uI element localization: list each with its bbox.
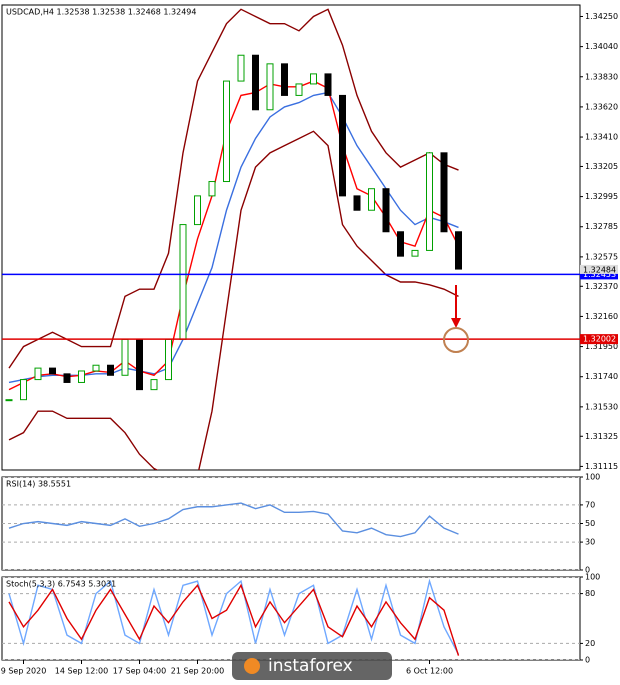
candle xyxy=(107,364,114,376)
candle xyxy=(339,94,346,197)
candle xyxy=(34,367,42,381)
y-tick-label: 1.32370 xyxy=(585,282,618,291)
candle xyxy=(208,181,216,197)
y-tick-label: 1.34040 xyxy=(585,42,618,51)
candle xyxy=(281,63,288,96)
y-tick-label: 1.31325 xyxy=(585,432,618,441)
candle xyxy=(49,367,56,375)
pane-title: Stoch(5,3,3) 6.7543 5.3031 xyxy=(6,580,116,589)
pane-title: USDCAD,H4 1.32538 1.32538 1.32468 1.3249… xyxy=(6,8,196,17)
candle xyxy=(266,63,274,111)
watermark-bg xyxy=(232,652,392,680)
candle xyxy=(324,73,332,96)
candle xyxy=(121,338,129,376)
candle xyxy=(20,379,27,401)
candle xyxy=(223,80,230,183)
x-tick-label: 6 Oct 12:00 xyxy=(406,667,453,676)
candle xyxy=(397,231,404,257)
main-pane xyxy=(1,4,581,471)
candle xyxy=(382,188,390,233)
arrow-head xyxy=(451,318,461,328)
y-tick-label: 1.31950 xyxy=(585,342,618,351)
candle xyxy=(310,73,317,85)
plot-area xyxy=(2,477,580,570)
candle xyxy=(78,370,85,383)
y-tick-label: 1.31530 xyxy=(585,402,618,411)
y-tick-label: 70 xyxy=(585,500,595,509)
annotation xyxy=(443,285,469,353)
watermark-text: instaforex xyxy=(268,656,353,676)
overlay-line xyxy=(8,8,459,369)
indicator-line xyxy=(8,583,460,656)
candle xyxy=(295,83,303,96)
y-tick-label: 80 xyxy=(585,589,595,598)
pane-title: RSI(14) 38.5551 xyxy=(6,480,71,489)
y-tick-label: 1.32575 xyxy=(585,252,618,261)
level-label-bg xyxy=(580,334,618,345)
x-tick-label: 9 Sep 2020 xyxy=(1,667,47,676)
candle xyxy=(5,399,13,402)
candle xyxy=(411,249,419,257)
y-tick-label: 0 xyxy=(585,566,590,575)
candle xyxy=(426,152,433,251)
y-tick-label: 20 xyxy=(585,639,595,648)
candle xyxy=(353,195,361,211)
level-label-bg xyxy=(580,269,618,280)
x-tick-label: 17 Sep 04:00 xyxy=(113,667,166,676)
candle xyxy=(136,338,143,391)
candle xyxy=(237,54,245,82)
price-marker-bg xyxy=(580,264,618,274)
y-tick-label: 1.32785 xyxy=(585,222,618,231)
candle xyxy=(179,224,187,340)
level-label: 1.32002 xyxy=(583,335,616,344)
y-tick-label: 30 xyxy=(585,538,595,547)
y-tick-label: 50 xyxy=(585,519,595,528)
overlay-line xyxy=(8,130,459,470)
candle xyxy=(194,195,201,226)
y-tick-label: 1.33830 xyxy=(585,72,618,81)
candle xyxy=(440,152,448,233)
y-tick-label: 100 xyxy=(585,473,600,482)
x-tick-label: 14 Sep 12:00 xyxy=(55,667,108,676)
watermark: instaforex xyxy=(232,652,392,680)
watermark-logo xyxy=(244,658,260,674)
y-tick-label: 1.33205 xyxy=(585,162,618,171)
candle xyxy=(455,231,462,270)
y-tick-label: 1.33410 xyxy=(585,133,618,142)
y-tick-label: 0 xyxy=(585,656,590,665)
level-label: 1.32453 xyxy=(583,270,616,279)
y-tick-label: 1.32160 xyxy=(585,312,618,321)
candle xyxy=(252,54,259,111)
y-tick-label: 1.34250 xyxy=(585,12,618,21)
plot-area xyxy=(2,577,580,660)
target-circle xyxy=(443,327,469,353)
candle xyxy=(165,338,172,381)
plot-area xyxy=(2,8,580,470)
y-tick-label: 100 xyxy=(585,573,600,582)
y-tick-label: 1.33620 xyxy=(585,102,618,111)
y-tick-label: 1.32995 xyxy=(585,192,618,201)
y-tick-label: 1.31740 xyxy=(585,372,618,381)
x-tick-label: 21 Sep 20:00 xyxy=(171,667,224,676)
candle xyxy=(368,188,375,211)
y-tick-label: 1.31115 xyxy=(585,462,618,471)
candle xyxy=(92,364,100,372)
price-marker-label: 1.32484 xyxy=(583,265,616,274)
candle xyxy=(150,379,158,391)
indicator-line xyxy=(8,502,459,538)
candle xyxy=(63,373,71,383)
